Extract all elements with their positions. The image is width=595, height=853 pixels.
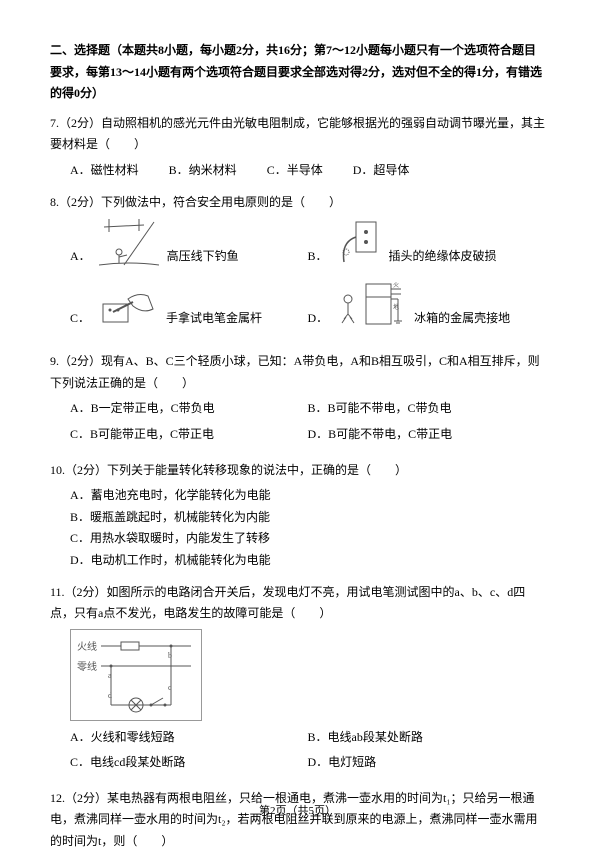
question-11: 11.（2分）如图所示的电路闭合开关后，发现电灯不亮，用试电笔测试图中的a、b、… xyxy=(50,582,545,778)
q7-opt-a: A．磁性材料 xyxy=(70,160,139,182)
q10-stem: 10.（2分）下列关于能量转化转移现象的说法中，正确的是（ ） xyxy=(50,460,545,482)
page-footer: 第2页（共5页） xyxy=(0,802,595,822)
tester-icon xyxy=(98,284,158,329)
q8-a-label: A． xyxy=(70,246,91,268)
q8-c-caption: 手拿试电笔金属杆 xyxy=(166,308,262,330)
section-header: 二、选择题（本题共8小题，每小题2分，共16分；第7～12小题每小题只有一个选项… xyxy=(50,40,545,105)
q9-options: A．B一定带正电，C带负电 B．B可能不带电，C带负电 C．B可能带正电，C带正… xyxy=(50,398,545,449)
q7-opt-b: B．纳米材料 xyxy=(169,160,237,182)
circuit-diagram: 火线 零线 a b c d xyxy=(70,629,202,721)
q10-opt-b: B．暖瓶盖跳起时，机械能转化为内能 xyxy=(70,507,545,529)
q8-stem: 8.（2分）下列做法中，符合安全用电原则的是（ ） xyxy=(50,192,545,214)
plug-icon xyxy=(336,217,381,267)
q11-opt-d: D．电灯短路 xyxy=(308,752,546,774)
q11-opt-a: A．火线和零线短路 xyxy=(70,727,308,749)
q8-opt-b: B． 插头的绝缘体皮破损 xyxy=(308,217,546,267)
q8-d-caption: 冰箱的金属壳接地 xyxy=(414,308,510,330)
q7-options: A．磁性材料 B．纳米材料 C．半导体 D．超导体 xyxy=(50,160,545,182)
svg-text:b: b xyxy=(168,651,172,660)
q9-stem: 9.（2分）现有A、B、C三个轻质小球，已知：A带负电，A和B相互吸引，C和A相… xyxy=(50,351,545,394)
svg-text:地: 地 xyxy=(393,303,399,311)
question-9: 9.（2分）现有A、B、C三个轻质小球，已知：A带负电，A和B相互吸引，C和A相… xyxy=(50,351,545,449)
q11-stem: 11.（2分）如图所示的电路闭合开关后，发现电灯不亮，用试电笔测试图中的a、b、… xyxy=(50,582,545,625)
q7-stem: 7.（2分）自动照相机的感光元件由光敏电阻制成，它能够根据光的强弱自动调节曝光量… xyxy=(50,113,545,156)
svg-text:d: d xyxy=(108,691,112,700)
fridge-icon: 火 地 xyxy=(336,279,406,329)
q7-opt-d: D．超导体 xyxy=(353,160,410,182)
q9-opt-a: A．B一定带正电，C带负电 xyxy=(70,398,308,420)
q11-opt-c: C．电线cd段某处断路 xyxy=(70,752,308,774)
q10-options: A．蓄电池充电时，化学能转化为电能 B．暖瓶盖跳起时，机械能转化为内能 C．用热… xyxy=(50,485,545,571)
fishing-icon xyxy=(99,217,159,267)
q11-options: A．火线和零线短路 B．电线ab段某处断路 C．电线cd段某处断路 D．电灯短路 xyxy=(50,727,545,778)
svg-text:a: a xyxy=(108,671,112,680)
q9-opt-b: B．B可能不带电，C带负电 xyxy=(308,398,546,420)
svg-text:c: c xyxy=(168,683,172,692)
q8-d-label: D． xyxy=(308,308,329,330)
q8-options: A． 高压线下钓鱼 B． xyxy=(50,217,545,341)
q8-b-caption: 插头的绝缘体皮破损 xyxy=(389,246,497,268)
q8-b-label: B． xyxy=(308,246,328,268)
q11-opt-b: B．电线ab段某处断路 xyxy=(308,727,546,749)
q9-opt-d: D．B可能不带电，C带正电 xyxy=(308,424,546,446)
fire-label: 火线 xyxy=(77,640,97,653)
q7-opt-c: C．半导体 xyxy=(267,160,323,182)
q9-opt-c: C．B可能带正电，C带正电 xyxy=(70,424,308,446)
zero-label: 零线 xyxy=(77,660,97,673)
q8-c-label: C． xyxy=(70,308,90,330)
q8-opt-a: A． 高压线下钓鱼 xyxy=(70,217,308,267)
question-10: 10.（2分）下列关于能量转化转移现象的说法中，正确的是（ ） A．蓄电池充电时… xyxy=(50,460,545,572)
q8-opt-c: C． 手拿试电笔金属杆 xyxy=(70,279,308,329)
q10-opt-d: D．电动机工作时，机械能转化为电能 xyxy=(70,550,545,572)
q10-opt-c: C．用热水袋取暖时，内能发生了转移 xyxy=(70,528,545,550)
q8-a-caption: 高压线下钓鱼 xyxy=(167,246,239,268)
svg-text:火: 火 xyxy=(393,282,399,289)
question-8: 8.（2分）下列做法中，符合安全用电原则的是（ ） A． 高压线下钓鱼 B． xyxy=(50,192,545,342)
q8-opt-d: D． 火 地 冰箱的金属壳接地 xyxy=(308,279,546,329)
question-7: 7.（2分）自动照相机的感光元件由光敏电阻制成，它能够根据光的强弱自动调节曝光量… xyxy=(50,113,545,182)
q10-opt-a: A．蓄电池充电时，化学能转化为电能 xyxy=(70,485,545,507)
